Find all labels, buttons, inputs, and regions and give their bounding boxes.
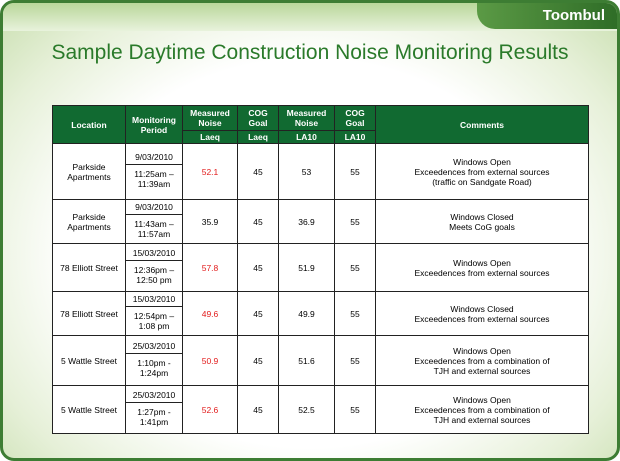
comments-cell: Windows Open Exceedences from a combinati… (375, 385, 589, 434)
la10-cell: 52.5 (278, 385, 335, 434)
comment-line: Exceedences from external sources (414, 267, 550, 278)
cog-laeq-cell: 45 (237, 335, 279, 386)
time: 1:27pm - 1:41pm (137, 407, 171, 427)
la10-cell: 51.9 (278, 243, 335, 292)
cog-la10-cell: 55 (334, 291, 376, 336)
comment-line: Windows Open (453, 257, 511, 268)
date: 25/03/2010 (126, 339, 182, 354)
table-head: Location Monitoring Period Measured Noise C… (52, 105, 589, 144)
comment-line: Windows Open (453, 345, 511, 356)
subheader-cell: LA10 (334, 130, 376, 144)
location-cell: 78 Elliott Street (52, 243, 126, 292)
laeq-cell: 50.9 (182, 335, 238, 386)
header-cell: Measured Noise (182, 105, 238, 131)
period-cell: 25/03/2010 1:27pm - 1:41pm (125, 385, 183, 434)
period-cell: 15/03/2010 12:36pm – 12:50 pm (125, 243, 183, 292)
comment-line: TJH and external sources (433, 414, 531, 425)
data-row: 5 Wattle Street 25/03/2010 1:10pm - 1:24pm… (52, 335, 589, 386)
laeq-cell: 52.1 (182, 143, 238, 200)
date: 15/03/2010 (126, 246, 182, 261)
location-cell: 5 Wattle Street (52, 335, 126, 386)
data-row: 78 Elliott Street 15/03/2010 12:36pm – 12:… (52, 243, 589, 292)
laeq-cell: 57.8 (182, 243, 238, 292)
date: 15/03/2010 (126, 292, 182, 307)
title: Sample Daytime Construction Noise Monito… (51, 41, 569, 64)
period-cell: 15/03/2010 12:54pm – 1:08 pm (125, 291, 183, 336)
cog-laeq-cell: 45 (237, 385, 279, 434)
comments-cell: Windows Open Exceedences from external so… (375, 243, 589, 292)
data-row: Parkside Apartments 9/03/2010 11:25am – 11… (52, 143, 589, 200)
comments-cell: Windows Open Exceedences from a combinati… (375, 335, 589, 386)
comment-line: Meets CoG goals (449, 221, 515, 232)
comment-line: Exceedences from external sources (414, 313, 550, 324)
la10-cell: 49.9 (278, 291, 335, 336)
period-cell: 9/03/2010 11:25am – 11:39am (125, 143, 183, 200)
cog-laeq-cell: 45 (237, 291, 279, 336)
comments-cell: Windows Closed Exceedences from external … (375, 291, 589, 336)
comments-cell: Windows Open Exceedences from external so… (375, 143, 589, 200)
cog-la10-cell: 55 (334, 385, 376, 434)
location-cell: 78 Elliott Street (52, 291, 126, 336)
laeq-cell: 52.6 (182, 385, 238, 434)
cog-laeq-cell: 45 (237, 243, 279, 292)
subheader-row: Laeq Laeq LA10 LA10 (53, 130, 589, 144)
time: 11:43am – 11:57am (134, 219, 174, 239)
time: 1:10pm - 1:24pm (137, 358, 171, 378)
cog-la10-cell: 55 (334, 143, 376, 200)
comments-cell: Windows Closed Meets CoG goals (375, 199, 589, 244)
data-row: 5 Wattle Street 25/03/2010 1:27pm - 1:41pm… (52, 385, 589, 434)
comment-line: Exceedences from external sources (414, 166, 550, 177)
time: 12:54pm – 1:08 pm (133, 311, 175, 331)
time: 12:36pm – 12:50 pm (133, 265, 175, 285)
subheader-cell: LA10 (278, 130, 335, 144)
period-cell: 25/03/2010 1:10pm - 1:24pm (125, 335, 183, 386)
la10-cell: 51.6 (278, 335, 335, 386)
cog-la10-cell: 55 (334, 243, 376, 292)
location-cell: Parkside Apartments (52, 143, 126, 200)
data-row: Parkside Apartments 9/03/2010 11:43am – 11… (52, 199, 589, 244)
header-cell: Measured Noise (278, 105, 335, 131)
cog-laeq-cell: 45 (237, 199, 279, 244)
comment-line: Windows Closed (450, 211, 514, 222)
results-table: Location Monitoring Period Measured Noise C… (52, 105, 589, 434)
cog-la10-cell: 55 (334, 335, 376, 386)
comment-line: (traffic on Sandgate Road) (432, 176, 532, 187)
header-cell: Monitoring Period (125, 105, 183, 144)
comment-line: Windows Open (453, 156, 511, 167)
period-cell: 9/03/2010 11:43am – 11:57am (125, 199, 183, 244)
la10-cell: 36.9 (278, 199, 335, 244)
header-cell: COG Goal (334, 105, 376, 131)
time: 11:25am – 11:39am (134, 169, 174, 189)
location-cell: Parkside Apartments (52, 199, 126, 244)
laeq-cell: 35.9 (182, 199, 238, 244)
date: 25/03/2010 (126, 388, 182, 403)
header-cell: COG Goal (237, 105, 279, 131)
table-body: Parkside Apartments 9/03/2010 11:25am – 11… (52, 143, 589, 434)
comment-line: TJH and external sources (433, 365, 531, 376)
date: 9/03/2010 (126, 150, 182, 165)
comment-line: Exceedences from a combination of (414, 404, 550, 415)
header-cell: Location (52, 105, 126, 144)
laeq-cell: 49.6 (182, 291, 238, 336)
header-row: Location Monitoring Period Measured Noise C… (52, 105, 589, 144)
location-cell: 5 Wattle Street (52, 385, 126, 434)
date: 9/03/2010 (126, 200, 182, 215)
subheader-cell: Laeq (182, 130, 238, 144)
data-row: 78 Elliott Street 15/03/2010 12:54pm – 1:0… (52, 291, 589, 336)
comment-line: Windows Closed (450, 303, 514, 314)
cog-la10-cell: 55 (334, 199, 376, 244)
comment-line: Windows Open (453, 394, 511, 405)
tab: Toombul (477, 3, 617, 29)
header-cell: Comments (375, 105, 589, 144)
la10-cell: 53 (278, 143, 335, 200)
comment-line: Exceedences from a combination of (414, 355, 550, 366)
subheader-cell: Laeq (237, 130, 279, 144)
cog-laeq-cell: 45 (237, 143, 279, 200)
